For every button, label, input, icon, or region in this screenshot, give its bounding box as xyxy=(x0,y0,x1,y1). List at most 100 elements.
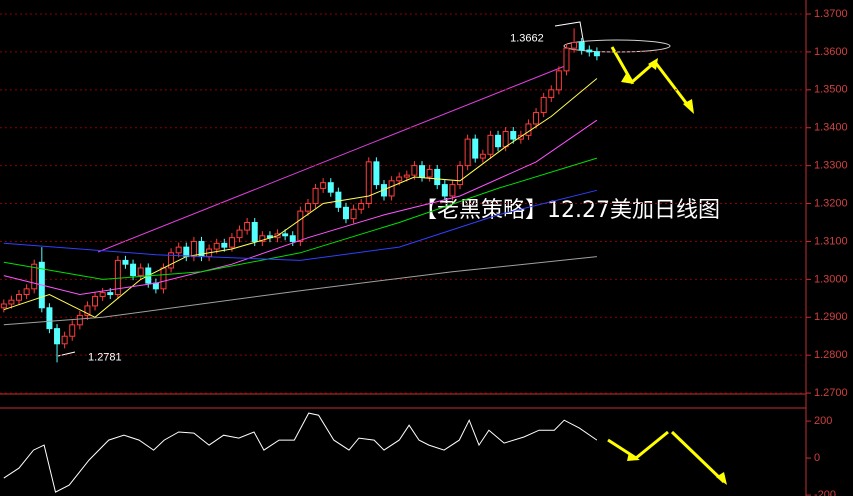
candle-body xyxy=(358,203,365,210)
candle-body xyxy=(350,208,357,220)
candle-body xyxy=(259,235,266,242)
candle-body xyxy=(320,182,327,189)
candle-body xyxy=(175,246,182,254)
candle-body xyxy=(555,70,562,91)
y-tick-label: 1.2900 xyxy=(814,311,848,323)
series-line xyxy=(3,189,598,261)
candle-body xyxy=(92,295,99,307)
price-annotation: 1.2781 xyxy=(88,351,122,363)
candle-body xyxy=(152,282,159,290)
candle-body xyxy=(251,222,258,242)
y-tick-label: 1.3000 xyxy=(814,273,848,285)
candle-body xyxy=(396,176,403,182)
candle-body xyxy=(472,138,479,159)
candle-body xyxy=(0,303,7,309)
candle-body xyxy=(16,294,23,301)
candle-body xyxy=(84,305,91,316)
candle-body xyxy=(69,324,76,337)
candle-body xyxy=(23,288,30,296)
y-tick-label: 1.2800 xyxy=(814,349,848,361)
candle-body xyxy=(327,182,334,193)
candle-body xyxy=(373,161,380,186)
candle-body xyxy=(54,328,61,345)
y-tick-label: 1.3600 xyxy=(814,46,848,58)
candle-body xyxy=(122,259,129,265)
series-line xyxy=(3,119,598,296)
candle-body xyxy=(8,299,15,305)
candle-body xyxy=(342,206,349,220)
arrow-head xyxy=(716,472,727,485)
candle-body xyxy=(487,134,494,155)
y-tick-label: 1.2700 xyxy=(814,387,848,399)
forecast-arrow xyxy=(670,430,726,484)
candle-body xyxy=(525,123,532,136)
price-annotation: 1.3662 xyxy=(510,32,544,44)
candle-body xyxy=(464,138,471,167)
candle-body xyxy=(61,335,68,345)
candle-body xyxy=(228,237,235,248)
y-tick-label: 1.3700 xyxy=(814,8,848,20)
chart-title: 【老黑策略】12.27美加日线图 xyxy=(415,198,720,223)
candle-body xyxy=(160,267,167,290)
y-tick-label: 1.3400 xyxy=(814,122,848,134)
candle-body xyxy=(289,235,296,242)
y-tick-label: 0 xyxy=(814,452,820,464)
candle-body xyxy=(411,165,418,176)
y-tick-label: 1.3100 xyxy=(814,235,848,247)
channel-line xyxy=(97,65,566,253)
candle-body xyxy=(168,252,175,269)
candle-body xyxy=(221,242,228,248)
series-line xyxy=(3,78,598,318)
candle-body xyxy=(236,229,243,239)
candle-body xyxy=(46,307,53,330)
series-line xyxy=(3,256,597,326)
candle-body xyxy=(190,240,197,258)
y-tick-label: 1.3500 xyxy=(814,84,848,96)
y-tick-label: 1.3300 xyxy=(814,160,848,172)
forecast-arrow xyxy=(653,61,692,109)
candle-body xyxy=(441,184,448,197)
candle-body xyxy=(297,210,304,242)
candle-body xyxy=(99,292,106,297)
candle-body xyxy=(479,153,486,159)
series-line xyxy=(3,157,598,280)
candle-body xyxy=(586,49,593,53)
forecast-arrow xyxy=(607,430,669,460)
y-tick-label: 200 xyxy=(814,415,832,427)
arrow-head xyxy=(648,58,658,70)
candle-body xyxy=(213,242,220,250)
candle-body xyxy=(183,246,190,258)
candle-body xyxy=(335,191,342,208)
y-tick-label: -200 xyxy=(814,489,836,496)
y-tick-label: 1.3200 xyxy=(814,197,848,209)
candle-body xyxy=(434,168,441,186)
candle-body xyxy=(548,89,555,98)
candle-body xyxy=(426,168,433,178)
candle-body xyxy=(31,263,38,290)
candle-body xyxy=(593,51,600,57)
candle-body xyxy=(540,96,547,114)
candle-body xyxy=(282,233,289,237)
candle-body xyxy=(533,112,540,125)
candle-body xyxy=(578,41,585,51)
candle-body xyxy=(312,187,319,205)
candle-body xyxy=(449,184,456,197)
candle-body xyxy=(510,131,517,140)
leader-line xyxy=(554,21,585,46)
candle-body xyxy=(495,134,502,148)
candle-body xyxy=(403,174,410,178)
candle-body xyxy=(114,259,121,296)
candle-body xyxy=(563,47,570,72)
series-line xyxy=(3,412,598,493)
candle-body xyxy=(502,131,509,148)
candle-body xyxy=(107,292,114,296)
arrow-head xyxy=(621,72,634,84)
candle-body xyxy=(571,41,578,49)
candle-body xyxy=(130,263,137,277)
candle-body xyxy=(244,222,251,231)
arrow-head xyxy=(627,452,640,461)
candle-body xyxy=(365,161,372,205)
candle-body xyxy=(304,203,311,212)
candle-body xyxy=(388,180,395,197)
